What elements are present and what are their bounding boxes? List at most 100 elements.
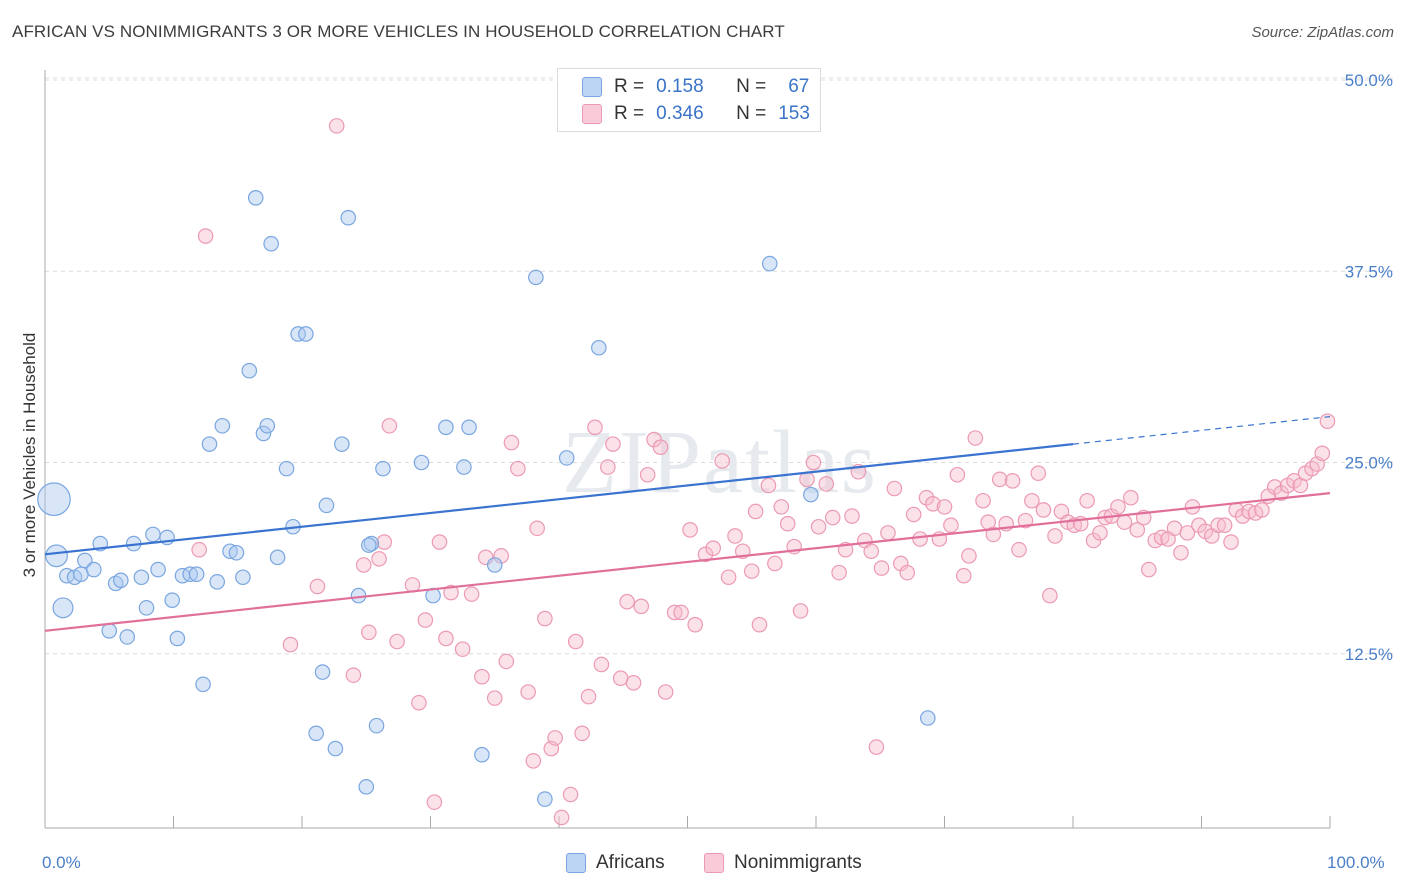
africans-point (334, 436, 350, 452)
nonimmigrants-point (925, 496, 941, 512)
stats-legend: R = 0.158 N = 67 R = 0.346 N = 153 (557, 68, 821, 132)
nonimmigrants-swatch (704, 853, 724, 873)
africans-point (138, 600, 155, 616)
nonimmigrants-point (605, 436, 621, 452)
africans-point (119, 629, 136, 645)
nonimmigrants-point (426, 794, 443, 810)
y-tick-labels: 12.5% 25.0% 37.5% 50.0% (1345, 71, 1393, 664)
nonimmigrants-point (1042, 587, 1058, 604)
africans-trend-extension (1072, 416, 1331, 445)
africans-point (358, 779, 375, 795)
nonimmigrants-point (486, 690, 503, 706)
africans-point (803, 486, 819, 503)
africans-point (241, 362, 258, 379)
africans-point (314, 664, 331, 680)
legend-row-africans: R = 0.158 N = 67 (582, 75, 809, 99)
nonimmigrants-point (520, 684, 536, 700)
nonimmigrants-point (773, 499, 790, 515)
africans-point (263, 235, 279, 252)
africans-point (528, 269, 544, 286)
nonimmigrants-point (747, 503, 764, 520)
trend-lines (44, 416, 1331, 632)
nonimmigrants-point (955, 567, 972, 584)
nonimmigrants-point (1173, 544, 1189, 561)
africans-point (259, 417, 276, 434)
nonimmigrants-point (567, 633, 584, 650)
nonimmigrants-point (818, 476, 835, 492)
africans-point (298, 326, 314, 342)
africans-point (145, 526, 161, 543)
nonimmigrants-point (1047, 528, 1063, 544)
nonimmigrants-point (361, 624, 377, 641)
nonimmigrants-point (612, 670, 629, 687)
nonimmigrants-point (714, 453, 730, 469)
africans-swatch (582, 77, 602, 97)
nonimmigrants-point (1017, 512, 1034, 529)
africans-point (113, 572, 129, 589)
nonimmigrants-point (562, 786, 579, 803)
nonimmigrants-point (537, 610, 553, 627)
africans-point (133, 569, 150, 586)
africans-point (228, 544, 245, 561)
africans-point (486, 557, 503, 573)
africans-point (150, 561, 166, 578)
africans-points (37, 190, 936, 807)
nonimmigrants-point (873, 560, 890, 576)
nonimmigrants-point (1254, 502, 1270, 518)
nonimmigrants-point (831, 564, 847, 581)
nonimmigrants-swatch (582, 104, 602, 124)
africans-point (368, 717, 385, 734)
nonimmigrants-point (525, 753, 542, 769)
nonimmigrants-point (345, 667, 362, 683)
africans-point (456, 459, 472, 475)
nonimmigrants-point (625, 675, 642, 691)
watermark: ZIPatlas (562, 413, 878, 512)
nonimmigrants-point (985, 526, 1002, 543)
africans-point (318, 497, 335, 514)
nonimmigrants-point (417, 612, 434, 628)
africans-point (195, 676, 211, 693)
nonimmigrants-point (760, 477, 777, 494)
legend-r-value: 0.158 (656, 76, 704, 97)
x-tick-label-max: 100.0% (1327, 853, 1385, 872)
africans-point (269, 549, 286, 566)
africans-point (214, 417, 231, 434)
africans-point (52, 597, 74, 619)
axes (44, 70, 1331, 829)
legend-n-value: 67 (788, 76, 810, 97)
legend-label-africans: Africans (596, 852, 665, 873)
legend-item-africans: Africans (566, 852, 665, 874)
nonimmigrants-point (1030, 465, 1047, 482)
nonimmigrants-point (751, 616, 768, 633)
nonimmigrants-point (463, 586, 480, 602)
africans-point (247, 190, 264, 206)
nonimmigrants-point (328, 118, 345, 134)
africans-point (222, 543, 238, 560)
nonimmigrants-point (282, 636, 299, 653)
nonimmigrants-point (510, 460, 526, 477)
nonimmigrants-point (743, 563, 760, 579)
nonimmigrants-point (381, 417, 398, 434)
nonimmigrants-point (355, 557, 372, 573)
africans-point (361, 537, 377, 553)
nonimmigrants-point (1191, 517, 1207, 534)
nonimmigrants-point (1011, 541, 1027, 558)
nonimmigrants-point (705, 540, 721, 556)
africans-point (558, 450, 575, 466)
nonimmigrants-point (191, 541, 207, 558)
africans-point (438, 419, 454, 436)
africans-point (537, 791, 553, 807)
nonimmigrants-point (587, 419, 603, 436)
nonimmigrants-point (498, 653, 515, 670)
africans-point (308, 725, 324, 742)
nonimmigrants-point (880, 525, 896, 541)
nonimmigrants-point (912, 531, 928, 547)
africans-point (73, 566, 89, 582)
nonimmigrants-point (503, 434, 520, 451)
africans-point (164, 592, 181, 608)
nonimmigrants-point (1035, 502, 1052, 518)
africans-point (45, 544, 68, 568)
y-tick-label: 37.5% (1345, 262, 1393, 281)
legend-n-label: N = (736, 103, 767, 124)
nonimmigrants-point (943, 517, 959, 534)
